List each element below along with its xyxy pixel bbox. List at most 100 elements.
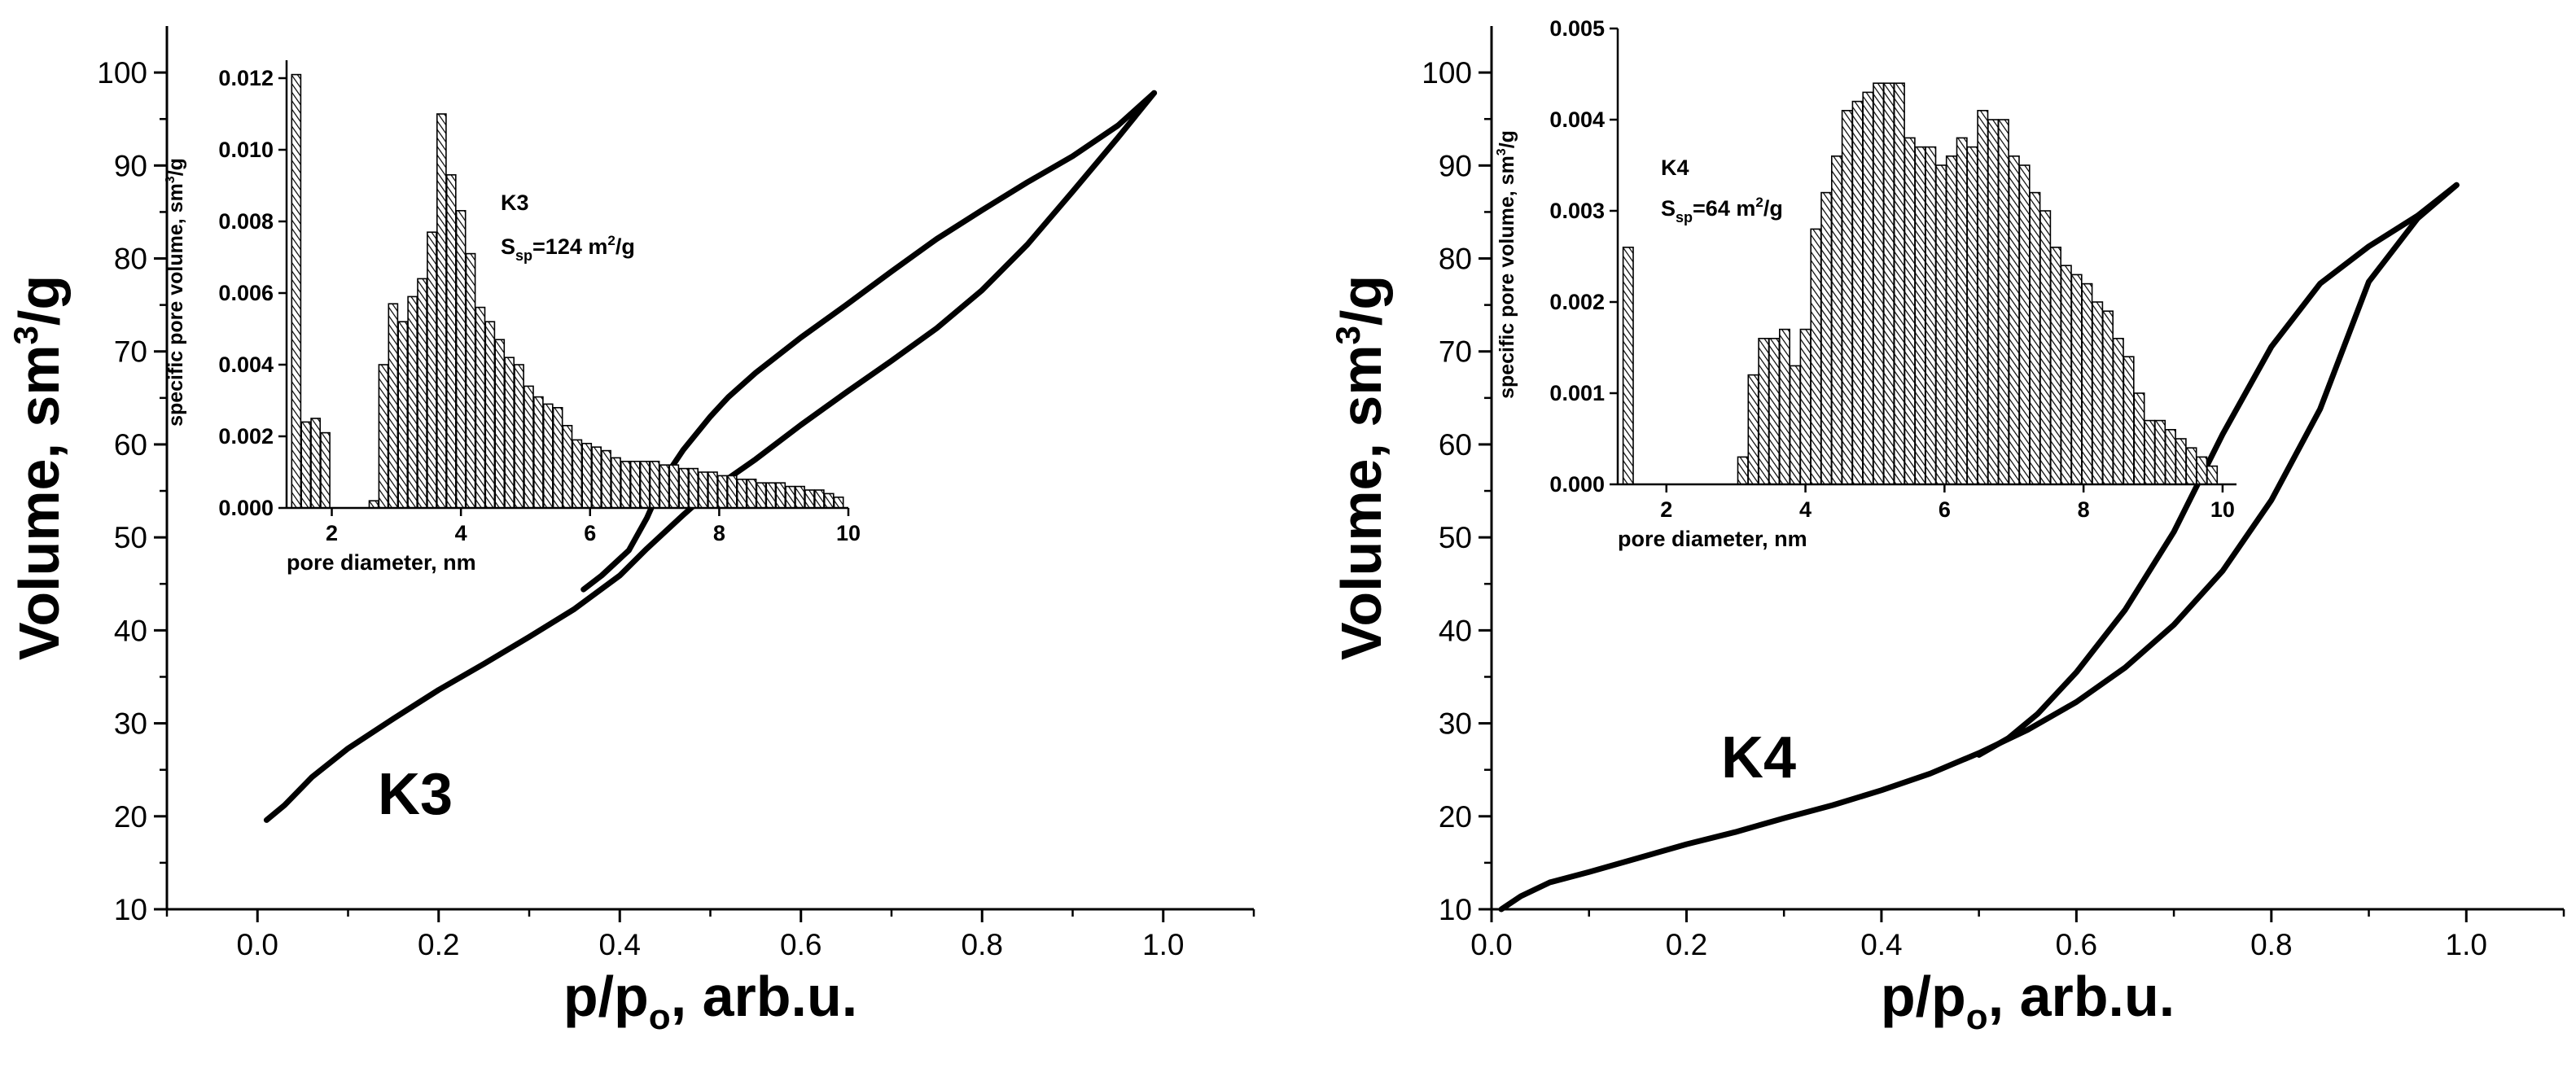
histogram-bar	[639, 460, 651, 509]
pore-size-inset: 0.000 0.002 0.004 0.006 0.008 0.010 0.012 2 4 6 8 1…	[164, 60, 861, 575]
histogram-bar	[2133, 392, 2145, 485]
histogram-bar	[1987, 119, 2000, 485]
y-tick-label: 80	[1439, 243, 1472, 276]
histogram-bar	[378, 364, 389, 509]
histogram-bar	[514, 364, 524, 509]
inset-x-axis-title: pore diameter, nm	[1618, 527, 1807, 551]
histogram-bar	[601, 449, 611, 509]
histogram-bar	[581, 442, 593, 509]
inset-y-tick-label: 0.000	[1549, 472, 1605, 497]
sample-label: K4	[1721, 725, 1796, 790]
histogram-bar	[2175, 438, 2187, 485]
inset-y-tick-label: 0.004	[1549, 107, 1605, 132]
histogram-bar	[532, 396, 544, 509]
y-tick-label: 100	[1422, 56, 1472, 90]
histogram-bar	[484, 321, 496, 509]
histogram-bar	[2029, 191, 2041, 485]
histogram-bar	[659, 464, 670, 509]
y-tick-label: 90	[1439, 149, 1472, 182]
histogram-bar	[1997, 119, 2009, 485]
histogram-bar	[708, 471, 718, 509]
histogram-bar	[1799, 328, 1812, 485]
inset-y-tick-label: 0.001	[1549, 381, 1605, 405]
histogram-bar	[756, 482, 767, 509]
specific-surface-area: Ssp=124 m2/g	[501, 233, 635, 264]
x-tick-label: 1.0	[2446, 928, 2487, 961]
histogram-bar	[1789, 365, 1801, 485]
histogram-bar	[455, 209, 467, 509]
histogram-bar	[2164, 428, 2176, 485]
histogram-bar	[1883, 82, 1895, 485]
x-tick-label: 0.0	[237, 928, 278, 961]
histogram-bar	[504, 357, 515, 509]
inset-sample-label: K3	[501, 190, 529, 215]
histogram-bar	[813, 489, 825, 509]
histogram-bar	[542, 403, 554, 509]
histogram-bar	[436, 113, 447, 509]
x-axis-title: p/po, arb.u.	[563, 965, 857, 1037]
y-tick-label: 10	[114, 893, 147, 926]
histogram-bar	[1779, 328, 1791, 485]
inset-y-tick-label: 0.004	[218, 352, 274, 377]
x-tick-label: 0.4	[599, 928, 641, 961]
y-tick-label: 40	[114, 614, 147, 647]
inset-x-tick-label: 4	[1799, 497, 1812, 522]
y-tick-label: 20	[1439, 800, 1472, 834]
inset-x-tick-label: 8	[2078, 497, 2090, 522]
histogram-bar	[2039, 210, 2052, 485]
inset-y-tick-label: 0.002	[1549, 290, 1605, 314]
y-axis-title: Volume, sm3/g	[1329, 275, 1393, 660]
inset-y-axis-title: specific pore volume, sm3/g	[164, 158, 187, 427]
histogram-bar	[823, 492, 835, 509]
histogram-bar	[1622, 246, 1634, 485]
y-tick-label: 70	[1439, 335, 1472, 369]
pore-size-inset: 0.000 0.001 0.002 0.003 0.004 0.005 2 4 6 8 10 pore…	[1495, 16, 2236, 551]
x-tick-label: 0.6	[780, 928, 821, 961]
histogram-bar	[668, 464, 680, 509]
histogram-bar	[2196, 456, 2208, 485]
histogram-bar	[678, 467, 690, 509]
histogram-bar	[388, 303, 399, 509]
histogram-bar	[620, 460, 631, 509]
histogram-bar	[552, 406, 563, 509]
y-tick-label: 20	[114, 800, 147, 834]
histogram-bar	[2092, 301, 2104, 485]
adsorption-curve	[1498, 182, 2460, 913]
histogram-bar	[726, 475, 738, 509]
x-axis-title: p/po, arb.u.	[1881, 965, 2175, 1037]
histogram-bar	[716, 475, 728, 509]
histogram-bar	[445, 174, 457, 509]
inset-sample-label: K4	[1661, 155, 1689, 180]
histogram-bar	[688, 467, 699, 509]
histogram-bar	[310, 418, 322, 509]
histogram-bar	[1914, 146, 1926, 485]
histogram-bar	[465, 252, 476, 509]
histogram-bar	[1956, 137, 1968, 485]
y-tick-label: 40	[1439, 614, 1472, 647]
inset-x-tick-label: 10	[836, 521, 861, 545]
histogram-bar	[397, 321, 409, 509]
histogram-bar	[765, 482, 777, 509]
histogram-bar	[1841, 110, 1853, 485]
histogram-bar	[2206, 465, 2219, 485]
inset-y-tick-label: 0.008	[218, 209, 274, 234]
histogram-bar	[1862, 91, 1874, 485]
histogram-bar	[427, 231, 437, 509]
inset-y-axis-title: specific pore volume, sm3/g	[1495, 130, 1518, 399]
x-tick-label: 0.0	[1470, 928, 1512, 961]
histogram-bar	[368, 500, 379, 509]
inset-x-tick-label: 2	[1660, 497, 1672, 522]
inset-x-tick-label: 6	[1939, 497, 1951, 522]
inset-y-tick-label: 0.003	[1549, 199, 1605, 223]
x-tick-label: 0.2	[418, 928, 459, 961]
histogram-bar	[291, 73, 302, 509]
histogram-bar	[649, 460, 660, 509]
histogram-bar	[611, 457, 621, 509]
histogram-bar	[2060, 265, 2072, 485]
histogram-bar	[2008, 155, 2020, 485]
adsorption-curve	[263, 90, 1158, 823]
y-axis-title: Volume, sm3/g	[7, 275, 71, 660]
inset-y-tick-label: 0.000	[218, 496, 274, 520]
histogram-bar	[2112, 337, 2124, 485]
